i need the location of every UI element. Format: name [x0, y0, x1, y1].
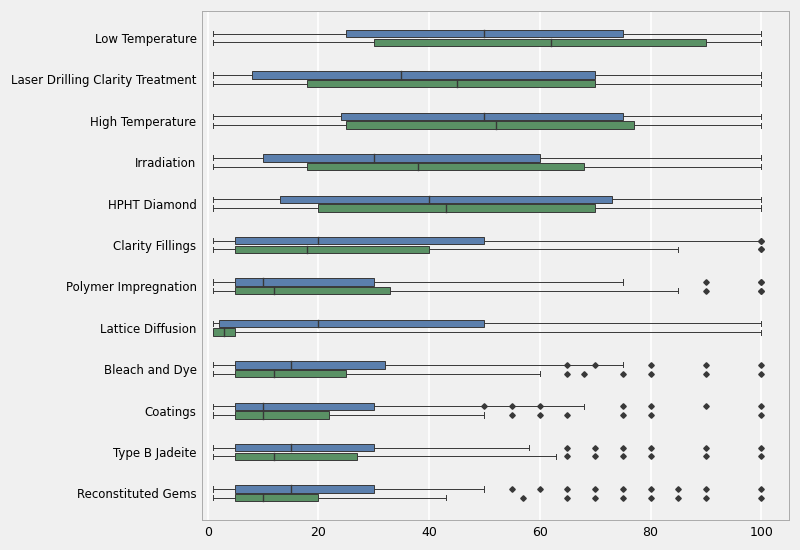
Bar [235, 237, 485, 244]
Bar [374, 39, 706, 46]
Bar [235, 370, 346, 377]
Bar [341, 113, 623, 120]
Bar [218, 320, 485, 327]
Bar [235, 453, 357, 460]
Bar [235, 361, 385, 369]
Bar [280, 196, 612, 203]
Bar [235, 278, 374, 286]
Bar [235, 287, 390, 294]
Bar [235, 403, 374, 410]
Bar [235, 485, 374, 493]
Bar [307, 163, 584, 170]
Bar [235, 246, 429, 253]
Bar [346, 30, 623, 37]
Bar [235, 494, 318, 502]
Bar [318, 204, 595, 212]
Bar [307, 80, 595, 87]
Bar [346, 122, 634, 129]
Bar [235, 444, 374, 452]
Bar [263, 154, 540, 162]
Bar [252, 72, 595, 79]
Bar [214, 328, 235, 336]
Bar [235, 411, 330, 419]
